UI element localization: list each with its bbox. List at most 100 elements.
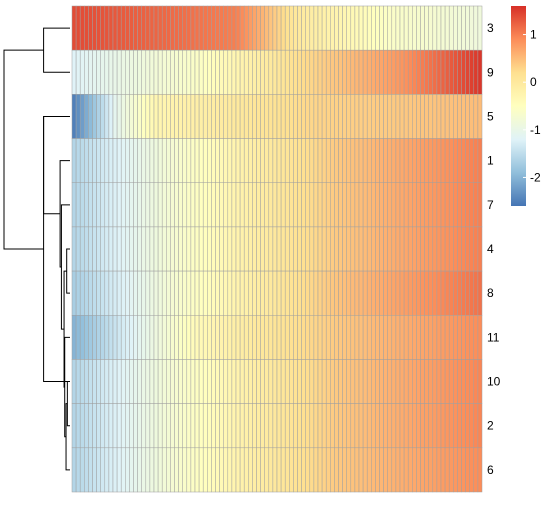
heatmap-cell [391, 5, 397, 51]
heatmap-cell [338, 49, 343, 95]
heatmap-cell [227, 226, 233, 272]
heatmap-cell [104, 182, 110, 228]
heatmap-cell [375, 5, 380, 51]
heatmap-cell [84, 403, 89, 449]
heatmap-cell [473, 94, 479, 139]
heatmap-cell [223, 270, 229, 316]
heatmap-cell [313, 270, 319, 316]
heatmap-cell [379, 403, 384, 449]
heatmap-cell [120, 5, 126, 51]
heatmap-cell [75, 49, 81, 95]
heatmap-cell [375, 94, 380, 139]
heatmap-cell [96, 5, 101, 51]
heatmap-cell [457, 359, 462, 404]
heatmap-cell [211, 182, 216, 228]
heatmap-cell [231, 49, 237, 95]
heatmap-cell [71, 182, 77, 228]
heatmap-cell [354, 182, 360, 228]
heatmap-cell [166, 447, 171, 493]
heatmap-cell [129, 447, 134, 493]
heatmap-cell [174, 182, 179, 228]
heatmap-cell [96, 138, 101, 183]
heatmap-cell [444, 182, 450, 228]
heatmap-cell [133, 315, 138, 360]
heatmap-cell [264, 182, 270, 228]
heatmap-cell [407, 182, 413, 228]
heatmap-cell [166, 138, 171, 183]
heatmap-cell [461, 359, 466, 404]
heatmap-cell [358, 359, 364, 404]
heatmap-cell [272, 359, 278, 404]
heatmap-cell [350, 447, 356, 493]
heatmap-cell [174, 270, 179, 316]
heatmap-cell [174, 359, 179, 404]
heatmap-cell [477, 270, 483, 316]
heatmap-cell [457, 138, 462, 183]
heatmap-cell [321, 94, 327, 139]
heatmap-cell [129, 182, 134, 228]
heatmap-cell [116, 403, 122, 449]
heatmap-cell [190, 138, 196, 183]
heatmap-cell [108, 138, 114, 183]
heatmap-cell [276, 315, 282, 360]
heatmap-cell [268, 182, 274, 228]
heatmap-cell [120, 182, 126, 228]
heatmap-cell [284, 270, 290, 316]
heatmap-cell [125, 359, 130, 404]
heatmap-cell [161, 182, 167, 228]
heatmap-cell [313, 94, 319, 139]
heatmap-cell [379, 270, 384, 316]
heatmap-cell [120, 49, 126, 95]
heatmap-row-6 [71, 447, 483, 493]
heatmap-cell [313, 447, 319, 493]
heatmap-cell [256, 94, 261, 139]
heatmap-cell [153, 447, 159, 493]
heatmap-cell [293, 447, 298, 493]
heatmap-cell [207, 359, 212, 404]
heatmap-cell [215, 182, 220, 228]
heatmap-cell [174, 5, 179, 51]
heatmap-cell [416, 270, 421, 316]
heatmap-cell [276, 270, 282, 316]
heatmap-cell [440, 94, 446, 139]
heatmap-cell [170, 138, 175, 183]
heatmap-cell [178, 403, 183, 449]
heatmap-cell [145, 138, 151, 183]
heatmap-cell [104, 447, 110, 493]
heatmap-cell [338, 403, 343, 449]
heatmap-cell [96, 226, 101, 272]
heatmap-cell [313, 5, 319, 51]
heatmap-cell [276, 49, 282, 95]
heatmap-cell [252, 226, 257, 272]
heatmap-cell [354, 270, 360, 316]
heatmap-cell [104, 359, 110, 404]
heatmap-cell [149, 447, 155, 493]
heatmap-cell [194, 270, 200, 316]
heatmap-cell [202, 138, 208, 183]
heatmap-cell [387, 315, 393, 360]
heatmap-row-2 [71, 403, 483, 449]
heatmap-cell [428, 359, 434, 404]
heatmap-cell [440, 138, 446, 183]
heatmap-cell [325, 138, 331, 183]
heatmap-cell [416, 315, 421, 360]
heatmap-cell [432, 5, 438, 51]
heatmap-cell [457, 182, 462, 228]
heatmap-cell [280, 5, 286, 51]
heatmap-row-3 [71, 5, 483, 51]
heatmap-cell [321, 447, 327, 493]
heatmap-cell [457, 315, 462, 360]
heatmap-cell [371, 315, 376, 360]
heatmap-cell [223, 447, 229, 493]
heatmap-cell [141, 94, 147, 139]
heatmap-cell [260, 94, 265, 139]
heatmap-cell [276, 403, 282, 449]
heatmap-cell [207, 182, 212, 228]
heatmap-cell [96, 403, 101, 449]
heatmap-cell [366, 94, 372, 139]
heatmap-cell [227, 94, 233, 139]
heatmap-cell [387, 49, 393, 95]
heatmap-cell [170, 403, 175, 449]
heatmap-cell [153, 270, 159, 316]
heatmap-cell [305, 182, 311, 228]
